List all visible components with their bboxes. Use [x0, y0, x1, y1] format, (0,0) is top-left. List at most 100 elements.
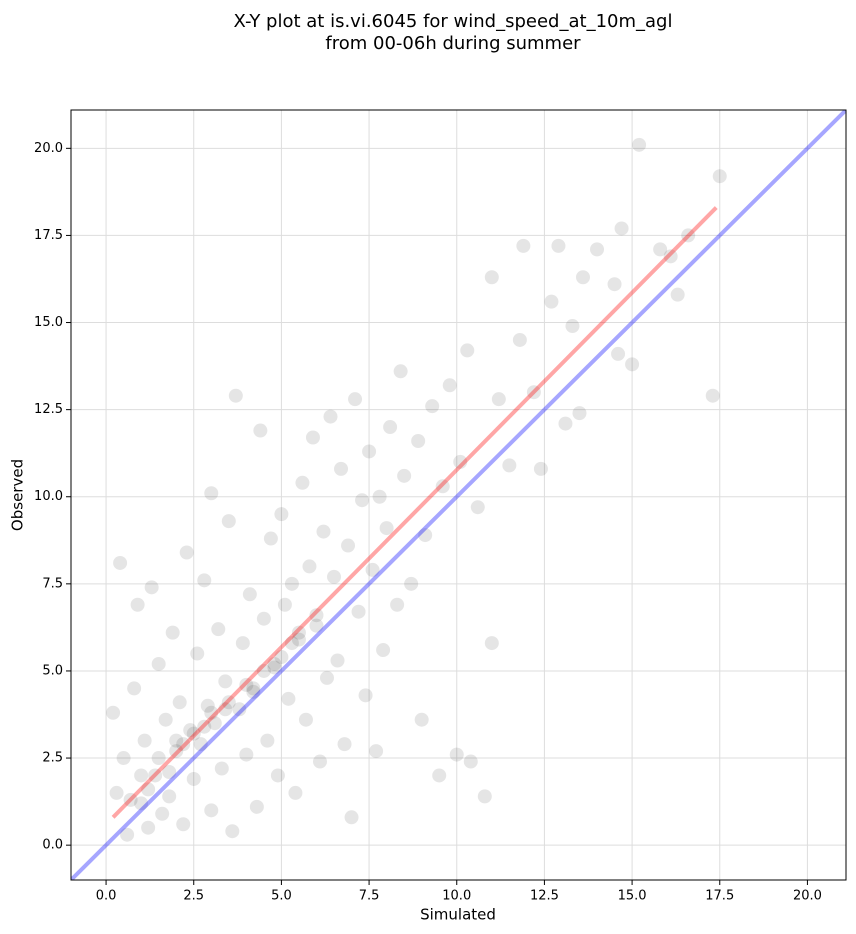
point	[162, 764, 177, 779]
point	[141, 782, 156, 797]
point	[323, 409, 338, 424]
point	[502, 458, 517, 473]
point	[246, 684, 261, 699]
point	[270, 768, 285, 783]
point	[113, 555, 128, 570]
point	[253, 423, 268, 438]
x-tick-label: 15.0	[618, 889, 647, 904]
point	[544, 294, 559, 309]
point	[590, 242, 605, 257]
point	[235, 636, 250, 651]
point	[239, 677, 254, 692]
y-tick-label: 2.5	[42, 751, 63, 766]
point	[362, 444, 377, 459]
point	[393, 364, 408, 379]
x-tick-label: 0.0	[96, 889, 117, 904]
point	[516, 238, 531, 253]
point	[256, 663, 271, 678]
point	[291, 632, 306, 647]
point	[484, 270, 499, 285]
point	[414, 712, 429, 727]
plot-area	[71, 110, 846, 880]
x-tick-label: 5.0	[271, 889, 292, 904]
point	[190, 646, 205, 661]
point	[204, 705, 219, 720]
x-tick-label: 10.0	[442, 889, 471, 904]
point	[302, 559, 317, 574]
point	[432, 768, 447, 783]
point	[169, 744, 184, 759]
point	[186, 726, 201, 741]
point	[141, 820, 156, 835]
point	[284, 636, 299, 651]
point	[383, 420, 398, 435]
point	[193, 737, 208, 752]
point	[344, 810, 359, 825]
point	[179, 545, 194, 560]
point	[712, 169, 727, 184]
point	[207, 716, 222, 731]
point	[134, 796, 149, 811]
point	[130, 597, 145, 612]
point	[477, 789, 492, 804]
point	[607, 277, 622, 292]
point	[218, 702, 233, 717]
point	[169, 733, 184, 748]
plot-frame	[70, 109, 847, 881]
point	[330, 653, 345, 668]
point	[123, 792, 138, 807]
point	[228, 388, 243, 403]
point	[116, 751, 131, 766]
point	[176, 737, 191, 752]
y-tick-label: 15.0	[34, 315, 63, 330]
point	[442, 378, 457, 393]
point	[232, 702, 247, 717]
point	[491, 392, 506, 407]
point	[565, 319, 580, 334]
point	[291, 625, 306, 640]
point	[435, 479, 450, 494]
point	[211, 622, 226, 637]
point	[274, 507, 289, 522]
point	[670, 287, 685, 302]
point	[221, 695, 236, 710]
point	[183, 723, 198, 738]
point	[390, 597, 405, 612]
point	[200, 698, 215, 713]
point	[284, 576, 299, 591]
point	[309, 608, 324, 623]
point	[106, 705, 121, 720]
point	[355, 493, 370, 508]
point	[551, 238, 566, 253]
point	[148, 768, 163, 783]
point	[611, 346, 626, 361]
point	[463, 754, 478, 769]
point	[127, 681, 142, 696]
point	[120, 827, 135, 842]
x-tick-label: 12.5	[530, 889, 559, 904]
point	[312, 754, 327, 769]
x-tick-label: 7.5	[359, 889, 380, 904]
x-tick-label: 2.5	[183, 889, 204, 904]
point	[158, 712, 173, 727]
y-tick-label: 10.0	[34, 489, 63, 504]
point	[348, 392, 363, 407]
point	[397, 468, 412, 483]
point	[162, 789, 177, 804]
point	[249, 799, 264, 814]
point	[256, 611, 271, 626]
point	[109, 785, 124, 800]
chart-subtitle: from 00-06h during summer	[325, 33, 581, 54]
point	[151, 656, 166, 671]
point	[358, 688, 373, 703]
point	[484, 636, 499, 651]
point	[341, 538, 356, 553]
point	[614, 221, 629, 236]
point	[418, 528, 433, 543]
y-axis-label: Observed	[9, 459, 27, 531]
point	[558, 416, 573, 431]
point	[305, 430, 320, 445]
point	[376, 643, 391, 658]
point	[246, 681, 261, 696]
